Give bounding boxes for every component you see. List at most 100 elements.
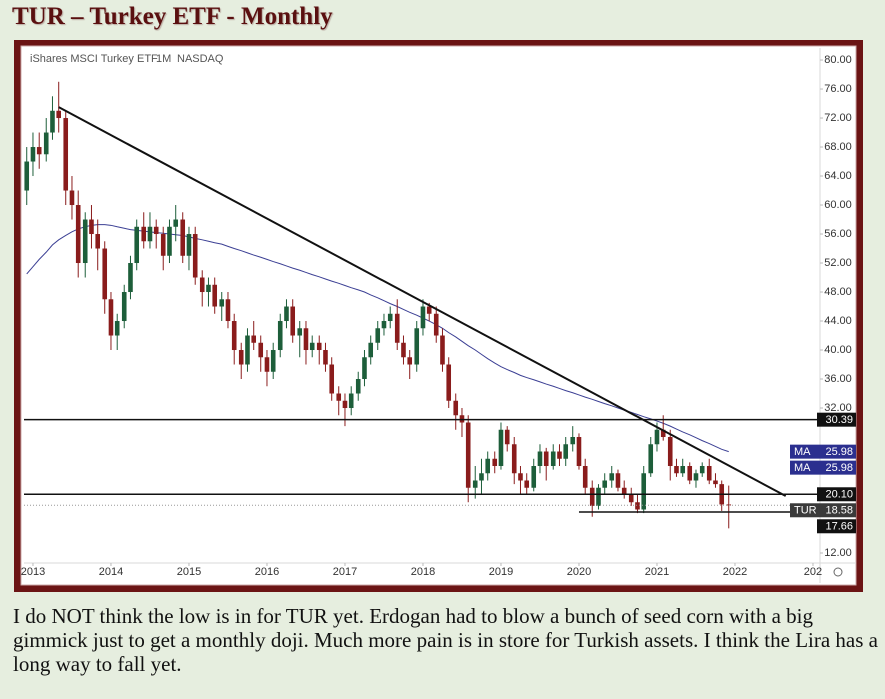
chart-title: iShares MSCI Turkey ETF [30,53,158,65]
candle-body [121,292,127,322]
settings-icon[interactable] [833,567,843,577]
candle-body [173,219,179,227]
x-tick-label: 2014 [99,566,123,578]
price-tag-label: 17.66 [825,521,853,533]
candle-body [141,226,147,242]
candle-body [589,487,595,506]
candle-body [465,422,471,488]
candle-body [238,350,244,365]
y-tick-label: 68.00 [824,141,852,153]
candle-body [641,473,647,510]
candle-body [114,321,120,336]
x-tick-label: 202 [804,566,822,578]
candle-body [89,219,94,235]
y-tick-label: 36.00 [824,373,852,385]
candle-body [303,328,309,351]
candle-body [680,466,686,474]
price-tag [790,460,856,475]
price-tag-label: 25.98 [825,446,853,458]
y-tick-label: 76.00 [824,83,852,95]
price-tag [817,487,856,502]
candle-body [75,205,81,264]
candle-body [543,451,549,467]
candle-body [348,393,354,409]
candle-body [563,444,569,459]
candle-body [420,306,426,329]
candle-body [336,393,342,401]
candle-body [231,321,237,351]
candle-body [531,466,537,488]
candle-body [147,226,153,242]
candle-body [660,429,666,438]
y-tick-label: 60.00 [824,199,852,211]
candle-body [251,335,257,343]
candle-body [128,263,133,293]
chart: iShares MSCI Turkey ETF 1M NASDAQ 12.002… [14,40,863,592]
candle-body [472,480,478,488]
price-tag [817,519,856,534]
candle-body [537,451,543,467]
candle-body [693,473,699,481]
candle-body [394,313,400,343]
candle-body [212,284,218,307]
candle-body [381,321,387,329]
candle-body [258,342,264,358]
exchange: NASDAQ [177,53,224,65]
candle-body [387,313,393,322]
candle-body [596,487,601,506]
candle-body [407,357,413,365]
x-tick-label: 2021 [645,566,669,578]
candle-body [485,458,491,474]
candle-body [459,415,465,423]
y-tick-label: 12.00 [824,547,852,559]
candle-body [102,248,108,300]
candle-body [108,299,114,336]
y-tick-label: 44.00 [824,315,852,327]
plot-area [24,81,820,529]
candle-body [199,277,205,293]
candle-body [277,321,283,351]
candle-body [153,226,159,235]
candle-body [654,429,660,445]
candle-body [492,458,498,467]
price-tag-name: MA [794,446,811,458]
candle-body [290,306,296,336]
candle-body [134,226,140,264]
price-tag-name: TUR [794,505,817,517]
x-tick-label: 2019 [489,566,513,578]
candle-body [225,299,231,322]
candle-body [43,132,49,155]
candle-body [453,400,459,416]
candle-body [270,350,276,372]
y-tick-label: 80.00 [824,54,852,66]
price-tag-name: MA [794,462,811,474]
candle-body [264,357,270,372]
candle-body [323,350,328,365]
x-tick-label: 2017 [333,566,357,578]
candle-body [570,437,576,445]
candle-body [69,190,75,206]
candle-body [648,444,654,474]
candle-body [342,400,348,409]
candle-body [192,234,198,278]
candle-body [446,364,452,401]
candle-body [609,473,615,481]
candle-body [426,306,432,314]
interval: 1M [156,53,171,65]
candle-body [582,466,588,488]
candle-body [479,473,484,481]
candle-body [576,437,582,467]
candle-body [30,147,36,162]
y-tick-label: 56.00 [824,228,852,240]
price-tag [790,503,856,518]
caption: I do NOT think the low is in for TUR yet… [13,604,878,676]
y-tick-label: 52.00 [824,257,852,269]
x-tick-label: 2022 [723,566,747,578]
candle-body [316,342,322,351]
candle-body [414,328,420,365]
candle-body [440,335,445,365]
price-tag-label: 18.58 [825,505,853,517]
y-tick-label: 32.00 [824,402,852,414]
candle-body [706,466,712,481]
candle-body [635,502,640,510]
